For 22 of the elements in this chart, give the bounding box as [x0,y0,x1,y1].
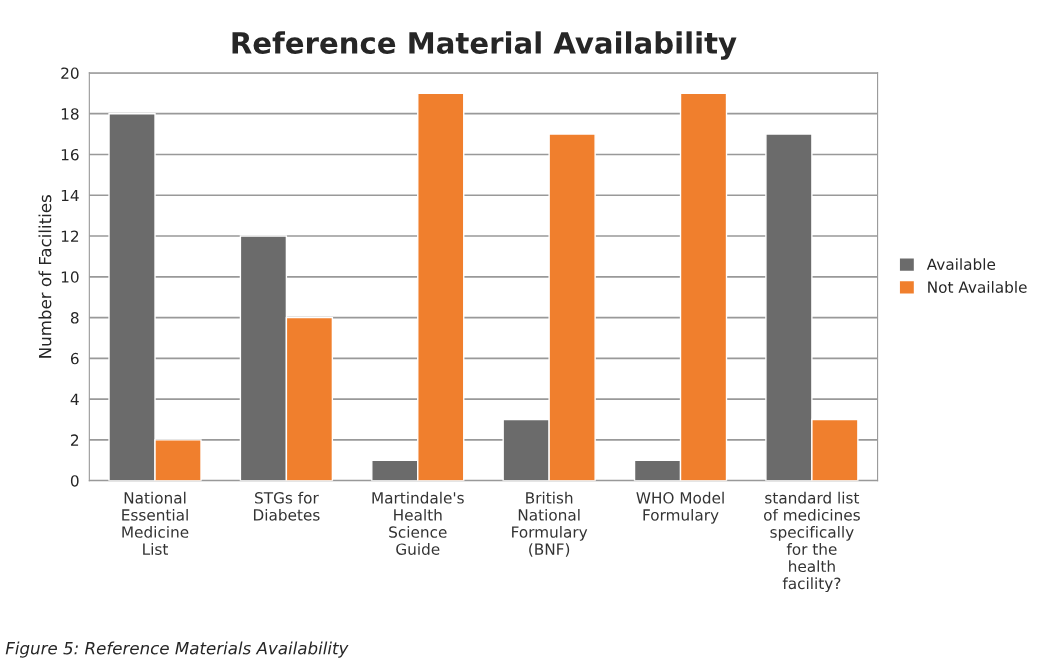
x-tick-label: STGs for Diabetes [253,491,320,521]
x-tick-label: WHO Model Formulary [636,491,724,524]
y-tick-label: 6 [70,352,79,365]
y-tick-label: 0 [70,475,79,487]
legend-label: Available [926,258,996,271]
legend-label: Not Available [928,281,1027,293]
y-tick-label: 8 [70,312,79,324]
y-axis-title: Number of Facilities [38,195,52,358]
chart-title: Reference Material Availability [232,31,737,60]
y-tick-label: 16 [61,148,79,161]
y-tick-label: 4 [70,393,79,405]
y-tick-label: 12 [61,230,79,242]
x-tick-label: Martindale's Health Science Guide [372,491,464,555]
x-tick-label: National Essential Medicine List [122,491,189,555]
y-tick-label: 14 [61,189,79,202]
y-tick-label: 18 [61,108,79,120]
caption: Figure 5: Reference Materials Availability [5,641,349,658]
x-tick-label: standard list of medicines specifically for the health facility? [763,491,860,593]
y-tick-label: 2 [71,434,79,446]
y-tick-label: 10 [61,271,79,283]
y-tick-label: 20 [61,67,79,79]
x-tick-label: British National Formulary (BNF) [512,491,588,557]
